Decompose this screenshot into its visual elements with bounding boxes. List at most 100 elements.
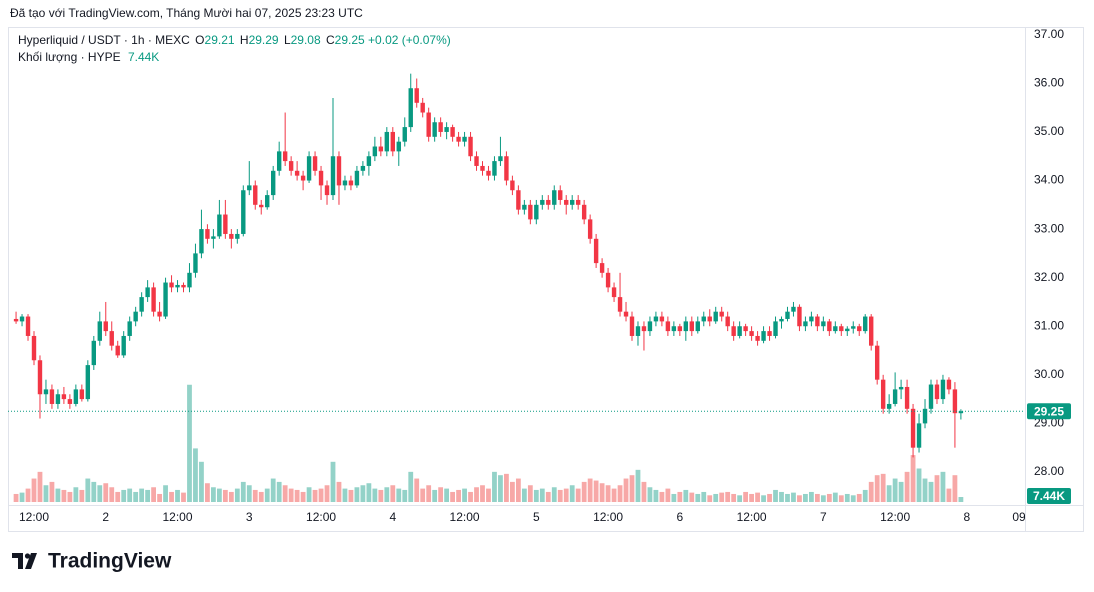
volume-bar [850,495,856,502]
volume-bar [922,478,928,502]
candle-body [342,180,348,186]
volume-bar [79,489,85,502]
candle-body [390,131,395,152]
candle-body [928,384,934,409]
candle-body [946,379,952,390]
candle-body [25,316,31,336]
candle-body [127,321,132,336]
logo-text: TradingView [48,550,172,573]
volume-bar [515,478,521,502]
candle-body [575,199,581,205]
volume-bar [665,488,671,502]
volume-bar [820,495,826,502]
volume-bar [324,485,330,502]
candle-body [498,156,503,162]
volume-bar [575,488,581,502]
candle-body [593,238,599,264]
volume-bar [635,469,641,502]
volume-bar [216,488,222,502]
volume-bar [151,487,156,502]
legend-value: 29.25 [335,33,365,47]
candle-body [420,102,425,113]
candle-body [504,156,509,181]
candle-body [169,282,174,288]
volume-bar [420,488,426,502]
volume-bar [354,487,360,502]
candle-body [581,204,587,220]
candle-body [19,316,25,322]
candle-body [510,180,515,191]
volume-bar [617,485,623,502]
y-tick-label: 30.00 [1034,367,1064,381]
candle-body [683,321,689,332]
volume-bar [832,492,838,502]
candle-body [91,340,96,366]
volume-bar [61,489,67,502]
candle-body [653,316,659,322]
candle-body [886,403,892,409]
x-tick-label: 12:00 [880,510,910,524]
volume-bar [97,485,103,502]
volume-bar [372,488,378,502]
volume-bar [659,491,665,502]
volume-bar [306,487,312,502]
volume-bar [946,488,952,502]
candle-body [725,316,730,327]
candle-body [67,399,73,404]
volume-bar [551,487,557,502]
volume-bar [557,489,563,502]
candle-body [857,326,862,332]
logo-icon [24,553,31,559]
x-tick-label: 3 [246,510,253,524]
legend-label: L [284,33,291,47]
legend-volume: Khối lượng · HYPE 7.44K [18,50,159,64]
candle-body [773,321,778,336]
candle-body [61,394,67,400]
candle-body [354,170,360,186]
volume-bar [330,461,336,502]
candle-body [366,156,372,166]
y-tick-label: 32.00 [1034,270,1064,284]
volume-bar [623,478,629,502]
candle-body [623,311,629,317]
volume-bar [193,448,198,502]
candle-body [701,316,706,322]
volume-bar [294,489,300,502]
candle-body [402,127,407,142]
volume-bar [240,481,246,502]
volume-bar [222,489,228,502]
volume-bar [844,493,850,502]
volume-bar [892,478,898,502]
volume-bar [264,488,270,502]
last-price-label: 29.25 [1034,404,1064,418]
last-volume-tag [1027,488,1071,505]
candle-body [803,321,808,327]
candle-body [199,229,204,254]
volume-bar [456,489,461,502]
volume-bar [695,493,701,502]
candle-body [677,326,683,332]
volume-bar [928,481,934,502]
candle-body [689,321,694,332]
volume-bar [19,492,25,502]
volume-bar [396,488,402,502]
volume-bar [510,481,515,502]
volume-bar [611,488,617,502]
candle-body [737,326,742,336]
volume-bar [677,491,683,502]
volume-bar [25,488,31,502]
candle-body [528,204,533,220]
candle-body [695,321,700,332]
volume-bar [169,491,174,502]
candle-body [671,326,677,332]
candle-body [916,423,922,448]
candle-body [31,335,37,361]
volume-bar [55,488,61,502]
volume-bar [312,489,318,502]
volume-bar [761,495,766,502]
candle-body [797,306,802,327]
candle-body [958,411,964,414]
volume-bar [605,485,611,502]
volume-bar [533,489,539,502]
volume-bar [653,489,659,502]
